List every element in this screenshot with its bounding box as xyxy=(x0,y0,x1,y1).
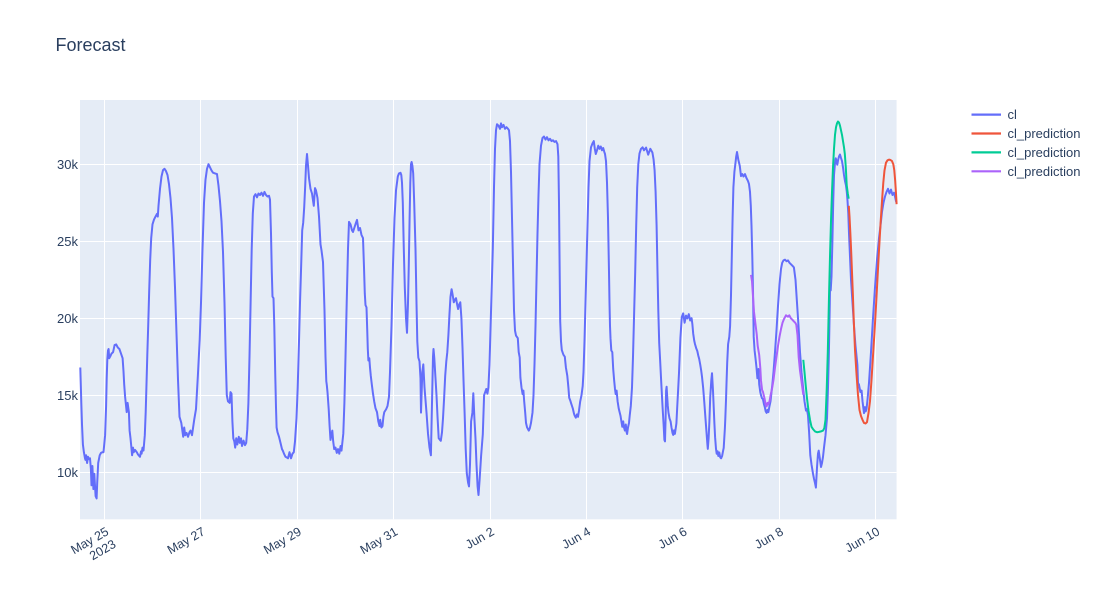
svg-text:May 27: May 27 xyxy=(165,524,208,557)
svg-text:May 29: May 29 xyxy=(261,524,304,557)
svg-text:Jun 2: Jun 2 xyxy=(463,524,497,551)
svg-text:30k: 30k xyxy=(57,157,78,172)
svg-text:Jun 4: Jun 4 xyxy=(560,524,594,551)
svg-text:cl_prediction: cl_prediction xyxy=(1008,145,1081,160)
svg-text:25k: 25k xyxy=(57,234,78,249)
svg-text:10k: 10k xyxy=(57,465,78,480)
svg-text:20k: 20k xyxy=(57,311,78,326)
svg-text:Jun 10: Jun 10 xyxy=(843,524,883,555)
svg-text:cl: cl xyxy=(1008,107,1018,122)
svg-text:Forecast: Forecast xyxy=(56,35,126,55)
svg-text:15k: 15k xyxy=(57,388,78,403)
svg-text:Jun 6: Jun 6 xyxy=(656,524,690,551)
svg-text:cl_prediction: cl_prediction xyxy=(1008,164,1081,179)
svg-text:May 31: May 31 xyxy=(358,524,401,557)
svg-text:cl_prediction: cl_prediction xyxy=(1008,126,1081,141)
svg-text:Jun 8: Jun 8 xyxy=(752,524,786,551)
